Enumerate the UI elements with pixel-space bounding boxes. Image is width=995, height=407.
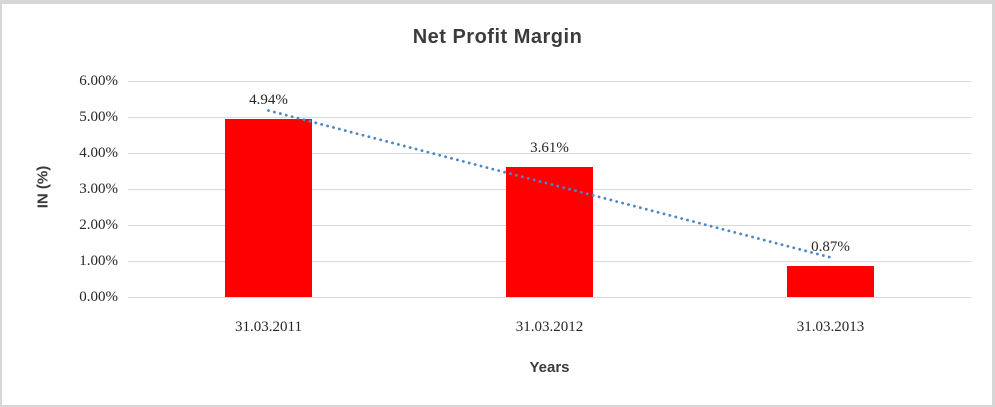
bar-data-label: 3.61% [530, 140, 569, 157]
x-axis-title: Years [529, 359, 570, 376]
y-tick-label: 4.00% [79, 145, 118, 161]
y-tick-label: 0.00% [79, 289, 118, 305]
bar-data-label: 4.94% [249, 92, 288, 109]
gridline [128, 296, 971, 298]
bar [506, 167, 593, 297]
bar [787, 265, 874, 297]
x-tick-label: 31.03.2012 [515, 319, 584, 335]
y-tick-label: 1.00% [79, 253, 118, 269]
bar [225, 119, 312, 297]
x-tick-label: 31.03.2011 [235, 319, 302, 335]
bar-data-label: 0.87% [811, 238, 850, 255]
y-tick-label: 6.00% [79, 73, 118, 89]
y-tick-label: 3.00% [79, 181, 118, 197]
trendline-path [267, 109, 832, 259]
chart-title: Net Profit Margin [412, 26, 583, 48]
y-tick-label: 5.00% [79, 109, 118, 125]
gridline [128, 116, 971, 118]
gridline [128, 80, 971, 82]
gridline [128, 152, 971, 154]
x-tick-label: 31.03.2013 [796, 319, 865, 335]
y-tick-label: 2.00% [79, 217, 118, 233]
